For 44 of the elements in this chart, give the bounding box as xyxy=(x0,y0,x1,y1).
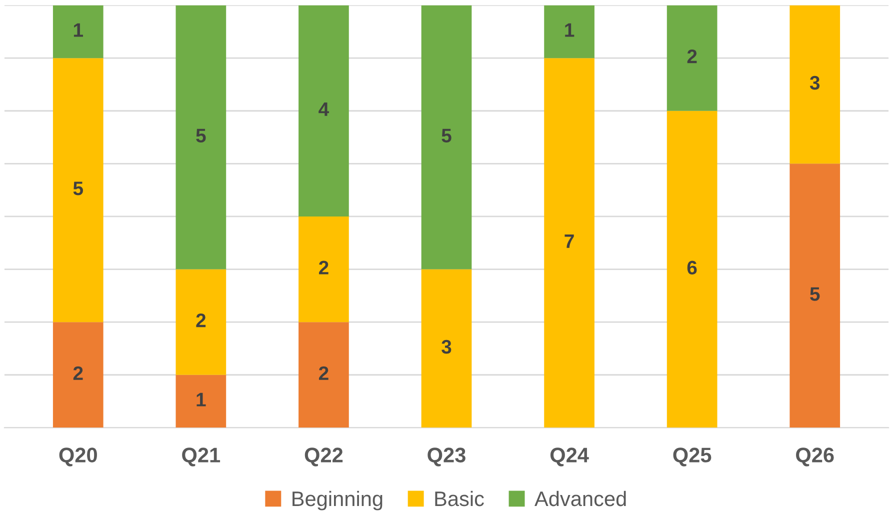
data-label: 3 xyxy=(810,76,820,90)
data-label: 2 xyxy=(196,314,206,328)
x-tick-label: Q22 xyxy=(304,448,343,466)
data-label: 5 xyxy=(442,128,452,142)
data-label: 4 xyxy=(318,102,330,116)
bar xyxy=(666,110,718,428)
data-label: 3 xyxy=(442,340,452,354)
bar xyxy=(298,5,349,216)
bar xyxy=(421,269,472,428)
legend-label: Advanced xyxy=(534,490,626,506)
bar xyxy=(298,216,349,322)
bar xyxy=(790,5,840,164)
data-label: 2 xyxy=(318,260,328,274)
data-label: 2 xyxy=(318,366,328,380)
bar xyxy=(790,164,840,428)
legend-label: Basic xyxy=(435,490,484,506)
bar xyxy=(52,5,104,58)
bar xyxy=(666,5,718,111)
data-label: 5 xyxy=(196,128,206,142)
data-label: 5 xyxy=(73,182,84,196)
bar xyxy=(176,374,226,428)
bar xyxy=(544,58,594,428)
x-tick-label: Q21 xyxy=(182,448,220,466)
x-tick-label: Q20 xyxy=(59,448,97,466)
bar xyxy=(421,5,472,270)
data-label: 6 xyxy=(687,260,697,274)
bar xyxy=(544,5,594,58)
data-label: 5 xyxy=(810,287,820,301)
data-label: 2 xyxy=(73,366,83,380)
x-tick-label: Q23 xyxy=(428,448,466,466)
x-tick-label: Q25 xyxy=(673,448,712,466)
data-label: 1 xyxy=(74,23,84,37)
data-label: 1 xyxy=(565,23,574,37)
bar xyxy=(52,322,104,428)
bar xyxy=(52,58,104,322)
legend-label: Beginning xyxy=(292,490,382,510)
data-label: 2 xyxy=(687,50,697,64)
bar xyxy=(298,322,349,428)
x-tick-label: Q26 xyxy=(796,448,834,466)
data-label: 1 xyxy=(196,392,206,406)
bar xyxy=(176,269,226,375)
bar xyxy=(176,5,226,270)
data-label: 7 xyxy=(564,234,574,248)
x-tick-label: Q24 xyxy=(550,448,589,466)
